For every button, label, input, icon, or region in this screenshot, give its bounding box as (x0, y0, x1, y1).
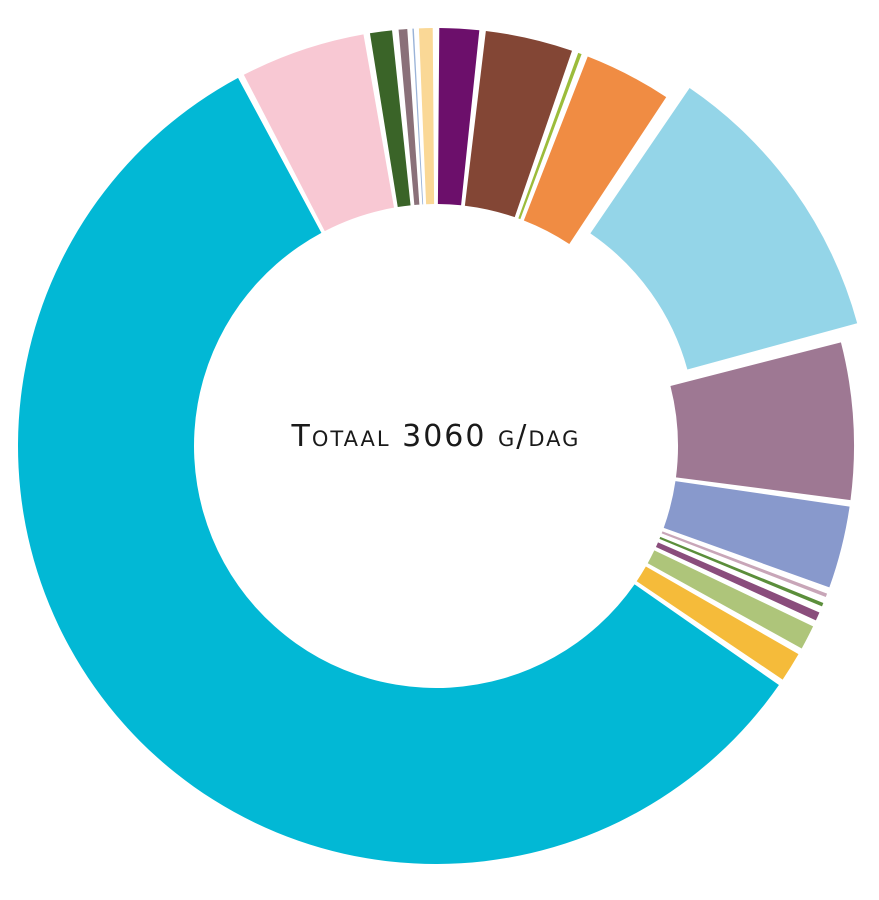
donut-slice-16 (398, 28, 420, 205)
donut-slice-17 (412, 28, 424, 205)
donut-slice-1 (437, 28, 480, 206)
donut-slice-5 (590, 88, 858, 370)
donut-slice-8 (661, 531, 828, 597)
donut-slice-3 (518, 52, 582, 220)
donut-slice-4 (523, 56, 667, 245)
donut-slice-13 (17, 77, 779, 865)
donut-slices (17, 28, 858, 865)
center-total-label: Totaal 3060 g/dag (291, 419, 581, 454)
donut-slice-14 (243, 34, 395, 232)
donut-slice-15 (369, 30, 411, 208)
donut-slice-12 (636, 566, 799, 680)
donut-slice-2 (464, 30, 573, 218)
donut-slice-11 (647, 550, 814, 649)
donut-slice-9 (659, 536, 824, 607)
donut-slice-10 (655, 542, 820, 621)
donut-slice-7 (663, 481, 850, 588)
donut-slice-18 (418, 28, 435, 205)
donut-slice-6 (670, 342, 854, 501)
